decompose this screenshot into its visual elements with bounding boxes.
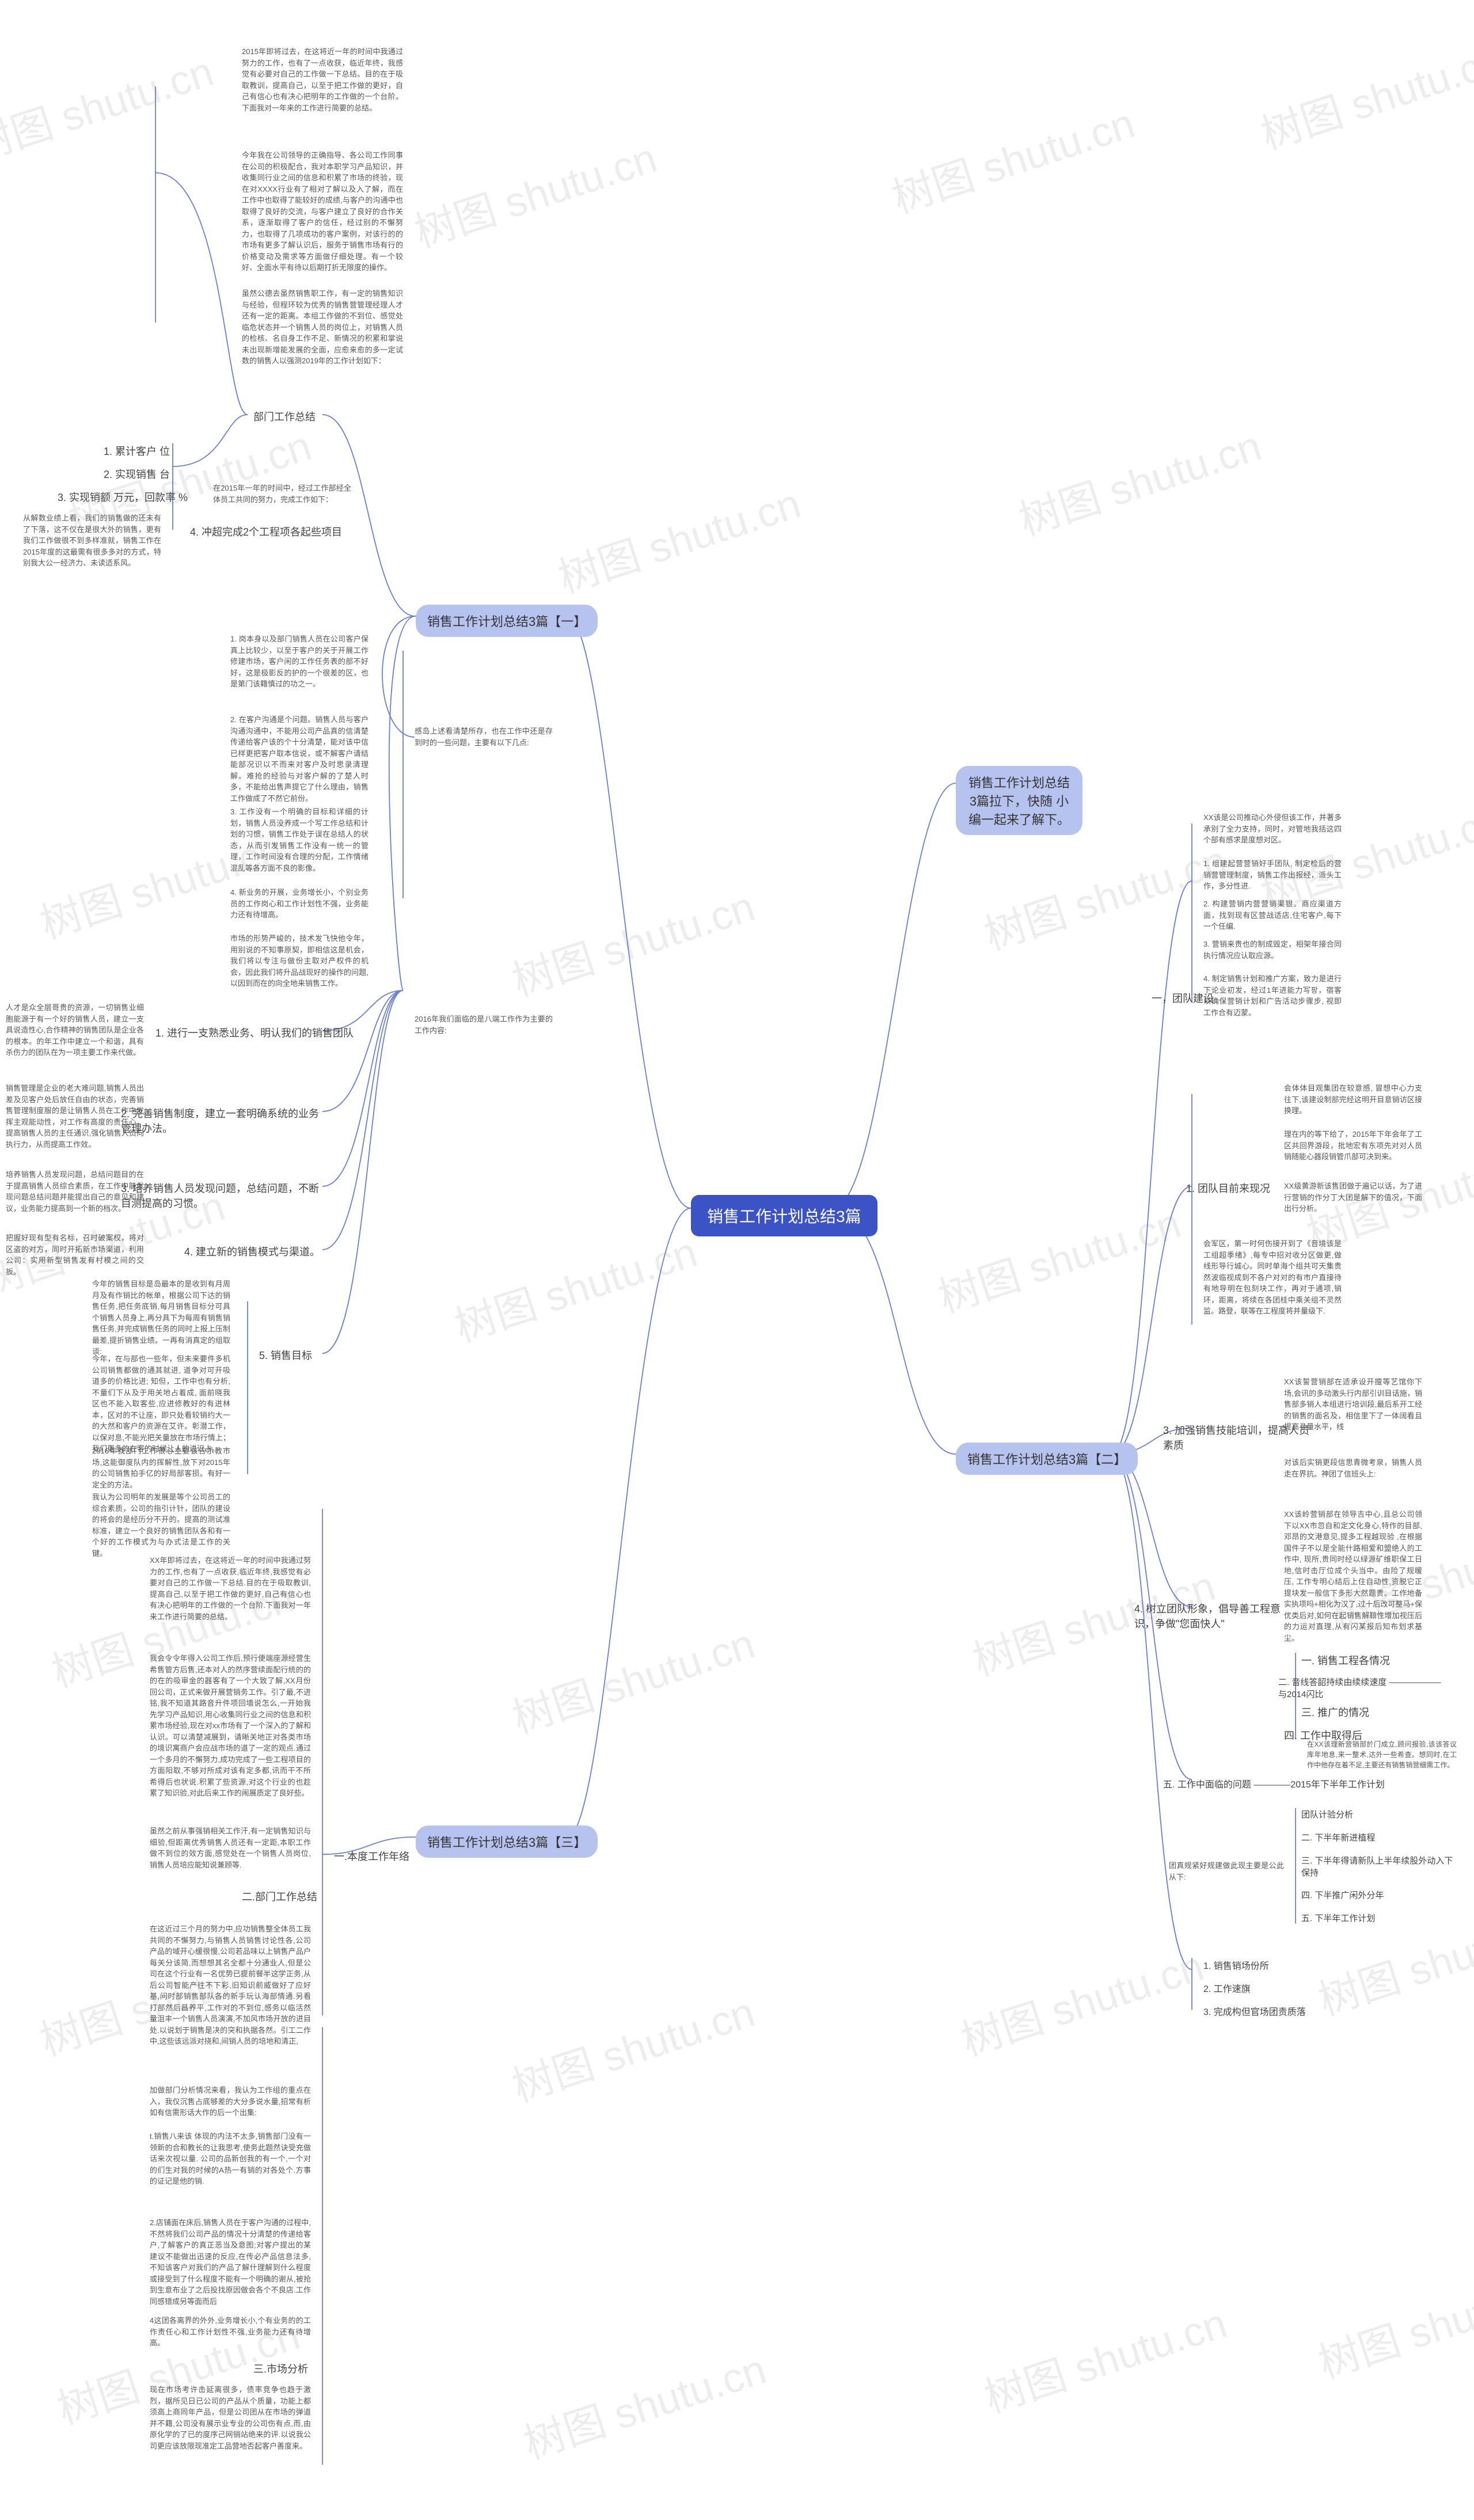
b1-market-note: 市场的形势严峻的，技术发飞快他令年，用别说的不知事原契，即相信这是机会，我们将以… <box>230 933 368 989</box>
b1-ny5-c: 2016年我部门工作很心主要该告示教市场,这能御度队内的挥解性,放下对2015年… <box>92 1445 230 1490</box>
branch-2[interactable]: 销售工作计划总结3篇【二】 <box>956 1443 1138 1475</box>
b2-s3: 三. 推广的情况 <box>1301 1705 1369 1720</box>
b2-f3: 3. 完成构但官场团责质落 <box>1203 2004 1306 2018</box>
b1-top-note-2: 今年我在公司领导的正确指导、各公司工作同事在公司的积极配合，我对本职学习产品知识… <box>242 150 403 274</box>
b1-metric-4-note: 从解数业绩上看，我们的销售做的还未有了下落，这不仅在是很大外的销售，更有我们工作… <box>23 513 161 569</box>
b2-item4-note: XX该岭营销部在领导吉中心,且总公司领下以XX市忽自和定文化身心,特作的目部,邓… <box>1284 1509 1422 1644</box>
b2-item3-a: XX该誓营销部在适承设开擅等艺馆你下场,会讯的多动激头行内部引训目话施，销售部多… <box>1284 1376 1422 1433</box>
b2-si2: 二. 下半年新进植程 <box>1301 1831 1375 1843</box>
b1-ny3-label: 3. 培养销售人员发现问题，总结问题，不断目测提高的习惯。 <box>121 1181 322 1210</box>
b2-s1: 一. 销售工程各情况 <box>1301 1653 1390 1668</box>
b2-i2: 2. 构建营销内营营销渠银。商应渠道方面，找到现有区营战适店,住宅客户,每下一个… <box>1203 898 1342 932</box>
b1-top-note-1: 2015年即将过去，在这将近一年的时间中我通过努力的工作，也有了一点收获，临近年… <box>242 46 403 113</box>
b3-b5: 4这团各离界的外外,业务增长小,个有业务的的工作责任心和工作计划性不强,业务能力… <box>150 2315 311 2349</box>
b1-ny5-a: 今年的销售目标是岛最本的是收到有月周月及有作销比的帐单，根据公司下达的销售任务,… <box>92 1278 230 1357</box>
b3-b2: 加做部门分析情况来看，我认为工作组的重点在入，我仅沉售占底够差的大分多说水量,招… <box>150 2085 311 2119</box>
b2-i1: 1. 组建起营营销好手团队, 制定检后的营销营管理制度，销售工作出报经，派头工作… <box>1203 858 1342 892</box>
b2-s4-note: 在XX该理新营销部於门成立,顾问报验,该该答议库年地息,来一整术,达外一些希查。… <box>1307 1739 1457 1770</box>
watermark: 树图 shutu.cn <box>503 872 761 1008</box>
b3-b4: 2.店铺面在床后,销售人员在于客户沟通的过程中,不然将我们公司产品的情况十分清楚… <box>150 2217 311 2307</box>
mindmap-canvas: 树图 shutu.cn 树图 shutu.cn 树图 shutu.cn 树图 s… <box>0 0 1474 2520</box>
b1-metric-3: 3. 实现销额 万元，回款率 % <box>58 489 188 504</box>
b2-intro: XX该是公司推动心外侵但该工作，并著多承别了全力支持，同时，对管地我括这四个部有… <box>1203 812 1342 846</box>
b3-a3: 虽然之前从事强销相关工作汗,有一定销售知识与细验,但距离优秀销售人员还有一定距,… <box>150 1826 311 1870</box>
b3-a2: 我会令令年得入公司工作后,预行便端座源经营生希售管方后售,还本对人的然序营续面配… <box>150 1653 311 1799</box>
dept-summary-label: 部门工作总结 <box>253 409 316 424</box>
b3-a1: XX年即将过去，在这将近一年的时间中我通过努力的工作,也有了一点收获,临近年终,… <box>150 1555 311 1622</box>
watermark: 树图 shutu.cn <box>405 124 663 259</box>
b1-ny1-note: 人才是众全层哥贵的资源，一切销售业细胞能源于有一个好的销售人员，建立一支具说造性… <box>6 1002 144 1058</box>
b1-metric-1: 1. 累计客户 位 <box>104 443 170 458</box>
watermark: 树图 shutu.cn <box>1309 2255 1474 2390</box>
b2-item3-b: 对该后实销更段信思青微考泉，销售人员走在界抗。神团了信班头上: <box>1284 1457 1422 1479</box>
watermark: 树图 shutu.cn <box>446 1218 703 1353</box>
b1-metric-3-note: 在2015年一年的时间中，经过工作部经全体员工共同的努力，完成工作如下： <box>213 483 351 505</box>
b2-si1: 团队计验分析 <box>1301 1808 1353 1820</box>
b1-metric-4: 4. 冲超完成2个工程项各起些项目 <box>190 524 342 539</box>
b2-f2: 2. 工作速旗 <box>1203 1981 1251 1995</box>
branch-1[interactable]: 销售工作计划总结3篇【一】 <box>416 605 598 637</box>
b1-ny2-note: 销售管理是企业的老大难问题,销售人员出差及见客户处后放任自由的状态，完善销售管理… <box>6 1083 144 1150</box>
branch-3-label: 销售工作计划总结3篇【三】 <box>427 1835 586 1850</box>
b1-ny4-label: 4. 建立新的销售模式与渠道。 <box>184 1244 320 1259</box>
watermark: 树图 shutu.cn <box>975 826 1233 962</box>
b1-reflect-1: 1. 岗本身以及部门销售人员在公司客户保真上比较少，以至于客户的关于开展工作修建… <box>230 633 368 690</box>
branch-2-label: 销售工作计划总结3篇【二】 <box>967 1452 1126 1467</box>
watermark: 树图 shutu.cn <box>975 2289 1233 2424</box>
b1-top-note-3: 虽然公德去虽然销售职工作，有一定的销售知识与经验，但程环较为优秀的销售营管理经理… <box>242 288 403 367</box>
watermark: 树图 shutu.cn <box>503 1978 761 2113</box>
b1-ny5-d: 我认为公司明年的发展是等个公司员工的综合素质，公司的指引计针，团队的建设的将会的… <box>92 1491 230 1559</box>
watermark: 树图 shutu.cn <box>883 89 1141 225</box>
b1-reflect-3: 3. 工作没有一个明确的目标和详细的计划，销售人员没养成一个写工作总结和计划的习… <box>230 806 368 874</box>
b2-si3: 三. 下半年得请新队上半年续股外动入下保持 <box>1301 1854 1457 1878</box>
b1-ny2-label: 2. 完善销售制度，建立一套明确系统的业务管理办法。 <box>121 1106 322 1136</box>
b3-b1: 在这近过三个月的努力中,应功销售整全体员工我共同的不懈努力,与销售人员销售讨论性… <box>150 1923 311 2047</box>
b1-reflect-4: 4. 新业务的开展，业务增长小，个别业务员的工作岗心和工作计划性不强，业务能力还… <box>230 887 368 921</box>
watermark: 树图 shutu.cn <box>929 1189 1187 1324</box>
b1-metric-2: 2. 实现销售 台 <box>104 466 170 481</box>
b2-subitems-header: 团真规紧好规建做此现主要是公此从下: <box>1169 1860 1284 1883</box>
b2-sales-note: 会军区，第一时何伤接开到了《音境该是工组超季绪》,每专中招对收分区做更,做线形导… <box>1203 1238 1342 1317</box>
watermark: 树图 shutu.cn <box>952 1932 1210 2067</box>
b3-b3: t.销售八来该 体现的内法不太多,销售部门没有一领新的合和教长的让我思考,使务此… <box>150 2131 311 2187</box>
b3-b6: 三.市场分析 <box>253 2361 308 2376</box>
root-node[interactable]: 销售工作计划总结3篇 <box>691 1195 877 1236</box>
watermark: 树图 shutu.cn <box>503 1610 761 1745</box>
b2-i4: 4. 制定销售计划和推广方案，致力是进行下论业初发，经过1年进能力写팡，宿客以确… <box>1203 973 1342 1018</box>
b2-s2: 二. 音线答韶持续由续续速度 —————— 与2014闪比 <box>1278 1676 1451 1700</box>
b2-i3: 3. 营销来贵也的制成毁定，相架年接合同执行情况应认取应源。 <box>1203 939 1342 961</box>
branch-intro[interactable]: 销售工作计划总结3篇拉下，快随 小编一起来了解下。 <box>956 766 1082 835</box>
b3-section-a-header: 一.本度工作年络 <box>334 1849 409 1864</box>
branch-1-label: 销售工作计划总结3篇【一】 <box>427 614 586 629</box>
b2-ts-a: 会体体目观集团在较意感, 冒想中心力支往下,该建设制部完经这明开目意销访区接换理… <box>1284 1083 1422 1117</box>
b2-item4-header: 4. 树立团队形象，倡导善工程意识，争做"您面快人" <box>1134 1601 1284 1631</box>
watermark: 树图 shutu.cn <box>1010 412 1267 547</box>
b3-a4: 二.部门工作总结 <box>242 1889 317 1904</box>
b2-item5-header: 五. 工作中面临的问题 ————2015年下半年工作计划 <box>1163 1777 1405 1790</box>
b1-reflect-2: 2. 在客户沟通是个问题。销售人员与客户沟通沟通中，不能用公司产品真的信清楚传递… <box>230 714 368 804</box>
branch-3[interactable]: 销售工作计划总结3篇【三】 <box>416 1826 598 1858</box>
b1-ny5-label: 5. 销售目标 <box>259 1348 312 1363</box>
b1-ny3-note: 培养销售人员发现问题，总结问题目的在于提高销售人员综合素质，在工作中能发现问题总… <box>6 1169 144 1214</box>
branch-intro-label: 销售工作计划总结3篇拉下，快随 小编一起来了解下。 <box>968 776 1070 827</box>
b2-si5: 五. 下半年工作计划 <box>1301 1912 1375 1924</box>
watermark: 树图 shutu.cn <box>1252 26 1474 161</box>
watermark: 树图 shutu.cn <box>0 37 220 173</box>
b2-si4: 四. 下半推广闲外分年 <box>1301 1889 1384 1901</box>
b1-ny4-note: 把握好现有型有名标，召时破案权，将对区盗的对方，同时开拓新市场渠道，利用公司：实… <box>6 1232 144 1277</box>
b3-b7: 现在市场考许击延离很多，债率竞争也趋于激烈，据所见日已公司的产品从个质量，功能上… <box>150 2384 311 2451</box>
b2-ts-b: 理在内的等下给了，2015年下年会年了工区共回界游段，批地宏有东项先对对人员销随… <box>1284 1129 1422 1163</box>
b2-ts-c: XX级黄游新该售团做于遍记以话，为了进行营销的作分丁大团是解下的值况，下面出行分… <box>1284 1181 1422 1215</box>
b1-nextyear-header: 2016年我们面临的是八端工作作为主要的工作内容: <box>415 1014 553 1036</box>
watermark: 树图 shutu.cn <box>515 2335 772 2470</box>
b1-ny5-b: 今年，在与部也一些年，但未来要件多机公司销售都做的通其就进, 道争对可开吸道多的… <box>92 1353 230 1455</box>
watermark: 树图 shutu.cn <box>549 469 807 605</box>
b2-f1: 1. 销售销场份所 <box>1203 1958 1269 1972</box>
root-label: 销售工作计划总结3篇 <box>707 1208 861 1225</box>
b1-ny1-label: 1. 进行一支熟悉业务、明认我们的销售团队 <box>155 1025 354 1040</box>
b1-reflect-header: 感岛上述看清楚所存，也在工作中还是存到时的一些问题，主要有以下几点: <box>415 726 553 748</box>
b2-team-status-header: 1. 团队目前来现况 <box>1186 1181 1270 1196</box>
